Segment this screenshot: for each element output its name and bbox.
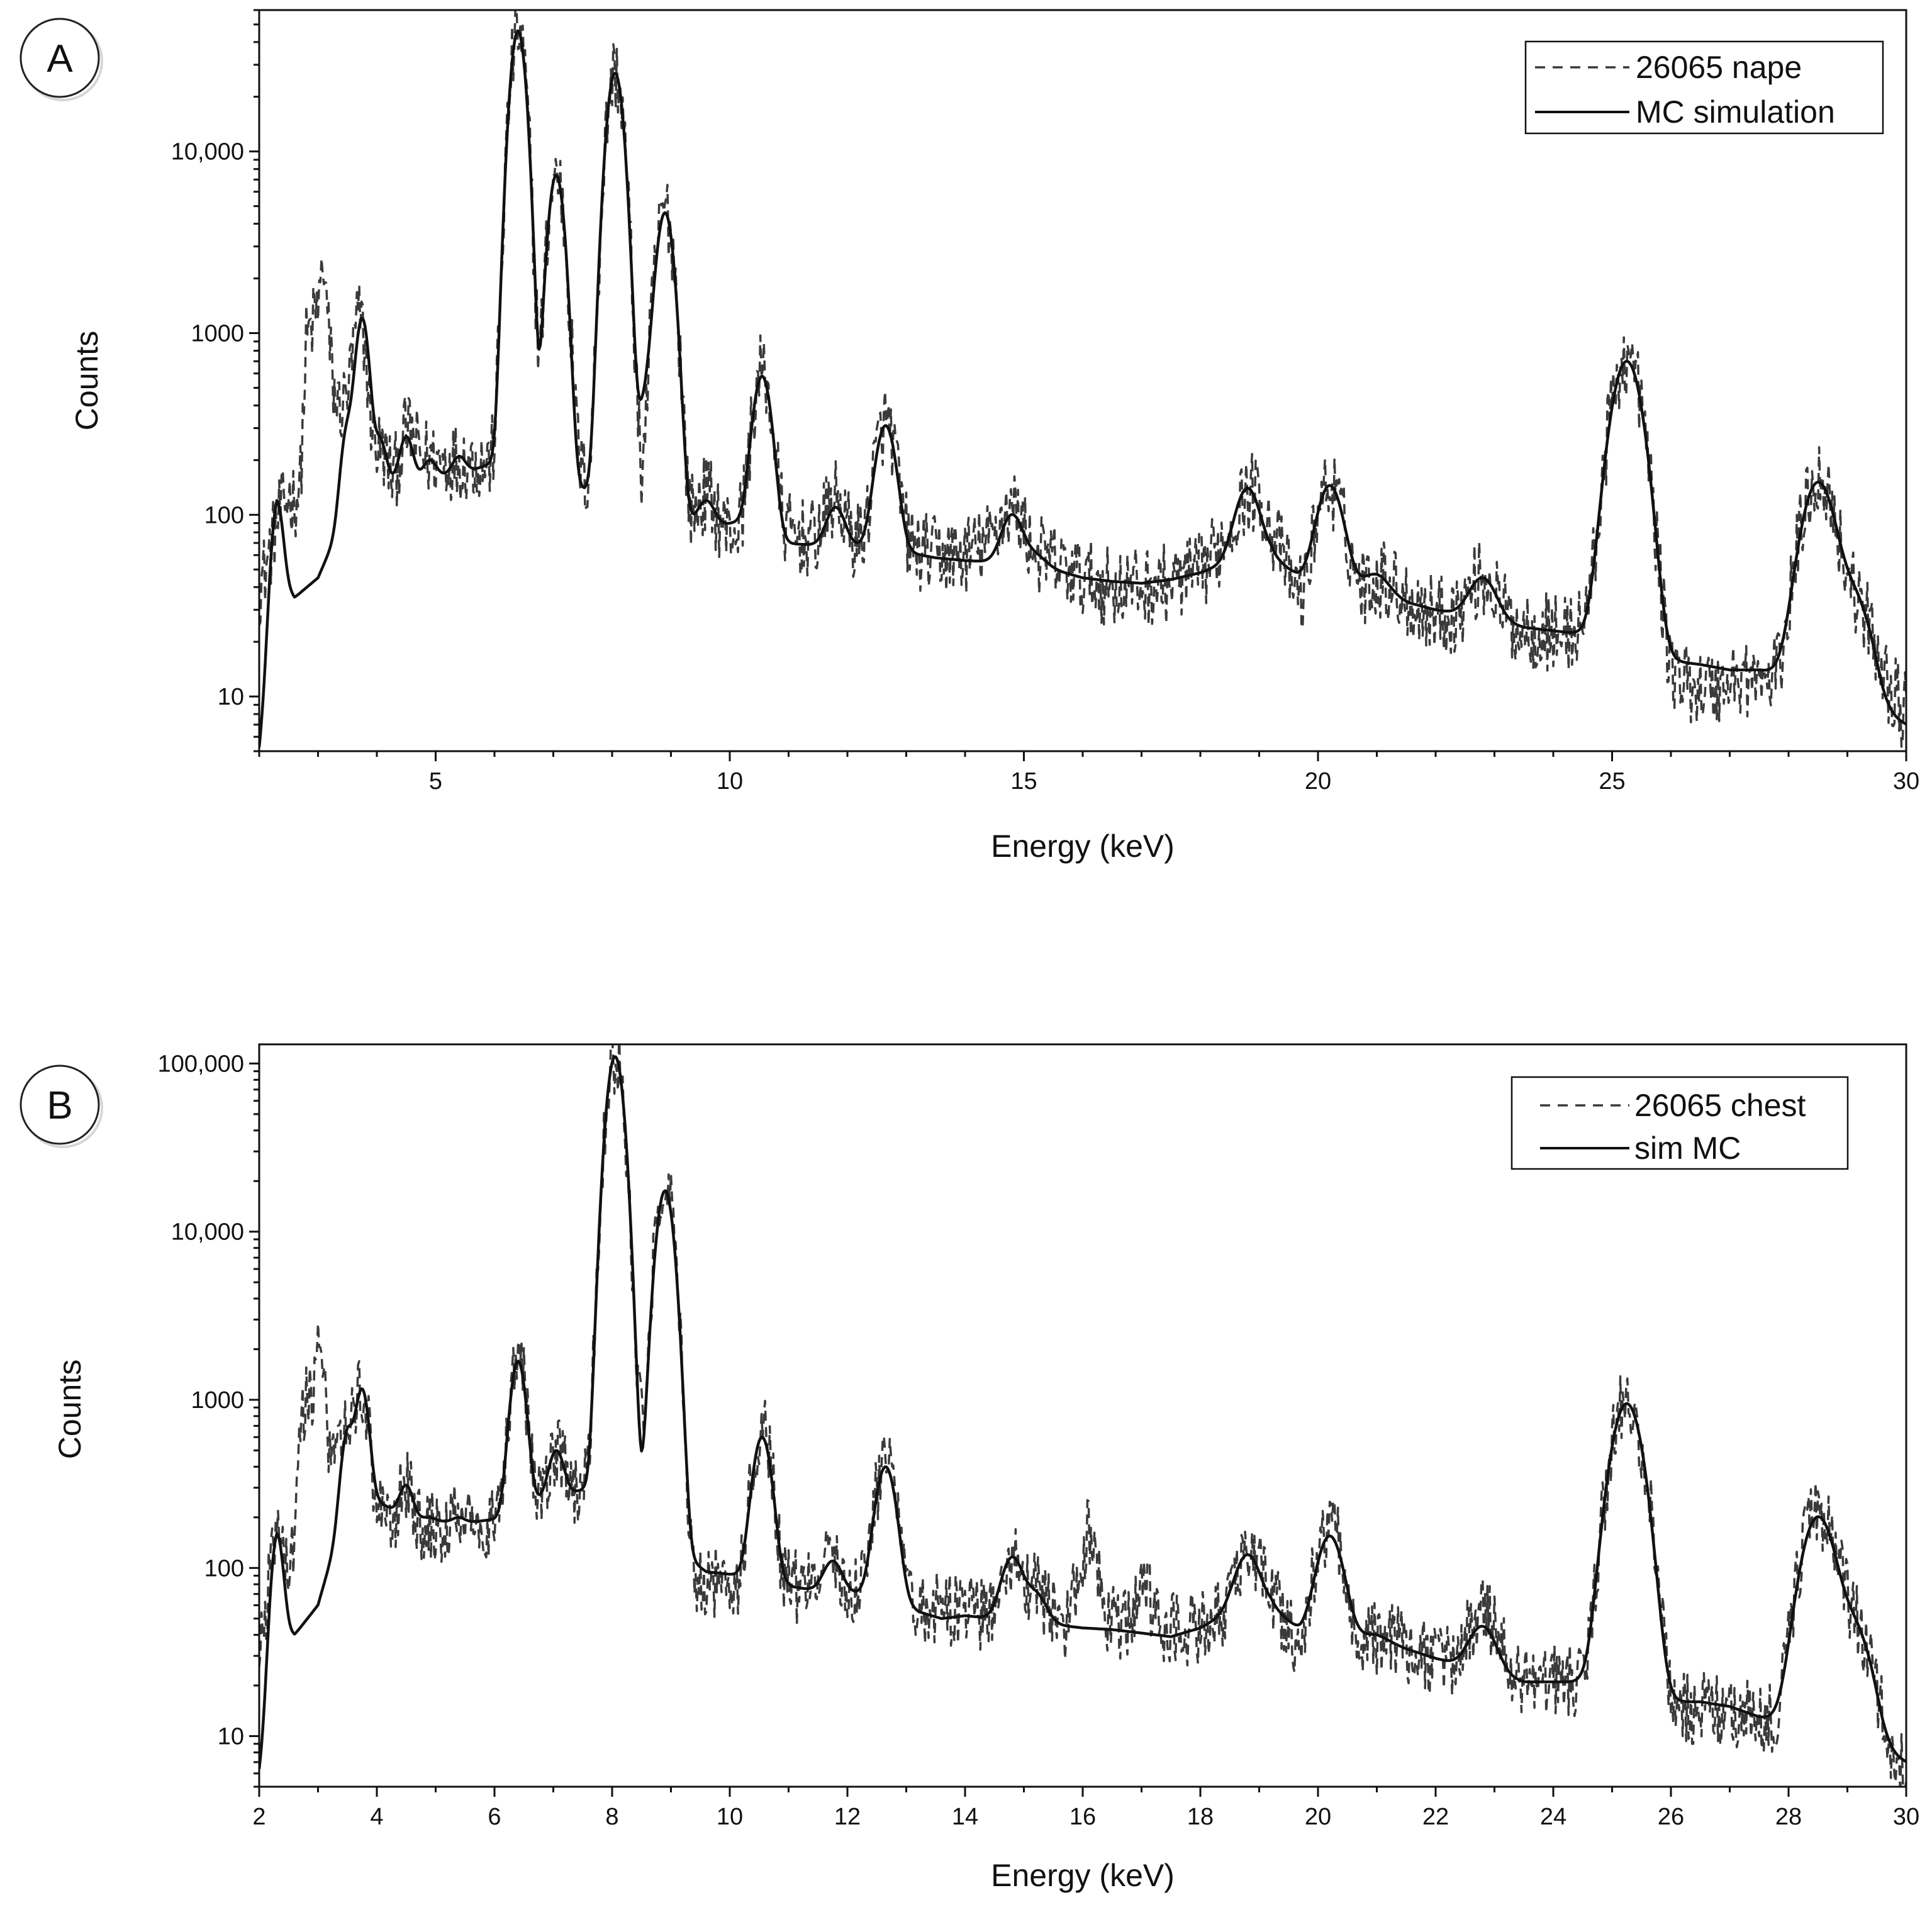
panel-b-letter-badge: B [20, 1064, 103, 1148]
y-axis-b: 10 100 1000 10,000 100,000 [158, 1051, 259, 1788]
legend-label-sim-b: sim MC [1634, 1131, 1741, 1166]
x-tick-label-b: 8 [605, 1804, 618, 1830]
x-tick-label-a: 10 [717, 768, 743, 795]
x-tick-label-a: 30 [1893, 768, 1919, 795]
y-axis-a: 10 100 1000 10,000 [171, 9, 259, 752]
x-tick-label-a: 25 [1599, 768, 1625, 795]
x-tick-label-b: 26 [1658, 1804, 1684, 1830]
panel-a-letter-badge: A [20, 18, 103, 101]
x-tick-label-b: 6 [488, 1804, 501, 1830]
y-tick-label-a: 10 [218, 684, 244, 710]
x-tick-label-b: 20 [1305, 1804, 1331, 1830]
y-axis-title-a: Counts [69, 331, 104, 430]
y-tick-label-a: 10,000 [171, 139, 244, 165]
y-tick-label-b: 1000 [191, 1387, 244, 1414]
x-tick-label-b: 16 [1069, 1804, 1096, 1830]
series-line-a-measured [259, 10, 1906, 748]
x-tick-label-a: 20 [1305, 768, 1331, 795]
plot-area-b [259, 1044, 1906, 1787]
x-tick-label-b: 24 [1540, 1804, 1566, 1830]
x-axis-title-b: Energy (keV) [991, 1858, 1175, 1893]
x-tick-label-b: 10 [717, 1804, 743, 1830]
legend-label-measured-b: 26065 chest [1634, 1088, 1806, 1123]
x-tick-label-b: 30 [1893, 1804, 1919, 1830]
y-tick-label-b: 10 [218, 1724, 244, 1750]
x-tick-label-b: 28 [1775, 1804, 1802, 1830]
y-tick-label-b: 100 [204, 1555, 244, 1582]
x-tick-label-a: 15 [1010, 768, 1037, 795]
y-tick-label-a: 100 [204, 502, 244, 528]
series-line-a-sim [259, 30, 1906, 748]
y-axis-title-b: Counts [52, 1360, 87, 1459]
plot-area-a [259, 10, 1906, 748]
x-tick-label-b: 14 [952, 1804, 978, 1830]
x-tick-label-b: 18 [1187, 1804, 1214, 1830]
panel-a: A 5 10 15 20 25 30 10 100 1000 10,000 Energy (ke… [20, 9, 1919, 864]
legend-label-sim-a: MC simulation [1636, 94, 1835, 130]
x-axis-title-a: Energy (keV) [991, 829, 1175, 864]
legend-a: 26065 nape MC simulation [1524, 40, 1884, 135]
panel-b-letter: B [47, 1084, 72, 1127]
y-tick-label-a: 1000 [191, 321, 244, 347]
y-tick-label-b: 100,000 [158, 1051, 244, 1077]
panel-a-letter: A [47, 37, 73, 81]
x-tick-label-b: 4 [370, 1804, 383, 1830]
y-tick-label-b: 10,000 [171, 1219, 244, 1246]
x-tick-label-b: 12 [834, 1804, 861, 1830]
legend-box-a [1524, 40, 1884, 135]
legend-box-b [1510, 1076, 1849, 1170]
x-axis-b: 2 4 6 8 10 12 14 16 18 20 22 24 26 28 30 [252, 1787, 1919, 1830]
x-tick-label-a: 5 [429, 768, 442, 795]
x-tick-label-b: 22 [1422, 1804, 1449, 1830]
series-line-b-sim [259, 1055, 1906, 1769]
panel-b: B 2 4 6 8 10 12 14 16 18 20 22 24 26 28 30 10100100010… [20, 1043, 1919, 1893]
x-axis-a: 5 10 15 20 25 30 [258, 751, 1919, 795]
legend-b: 26065 chest sim MC [1510, 1076, 1849, 1170]
legend-label-measured-a: 26065 nape [1636, 50, 1802, 85]
x-tick-label-b: 2 [252, 1804, 265, 1830]
